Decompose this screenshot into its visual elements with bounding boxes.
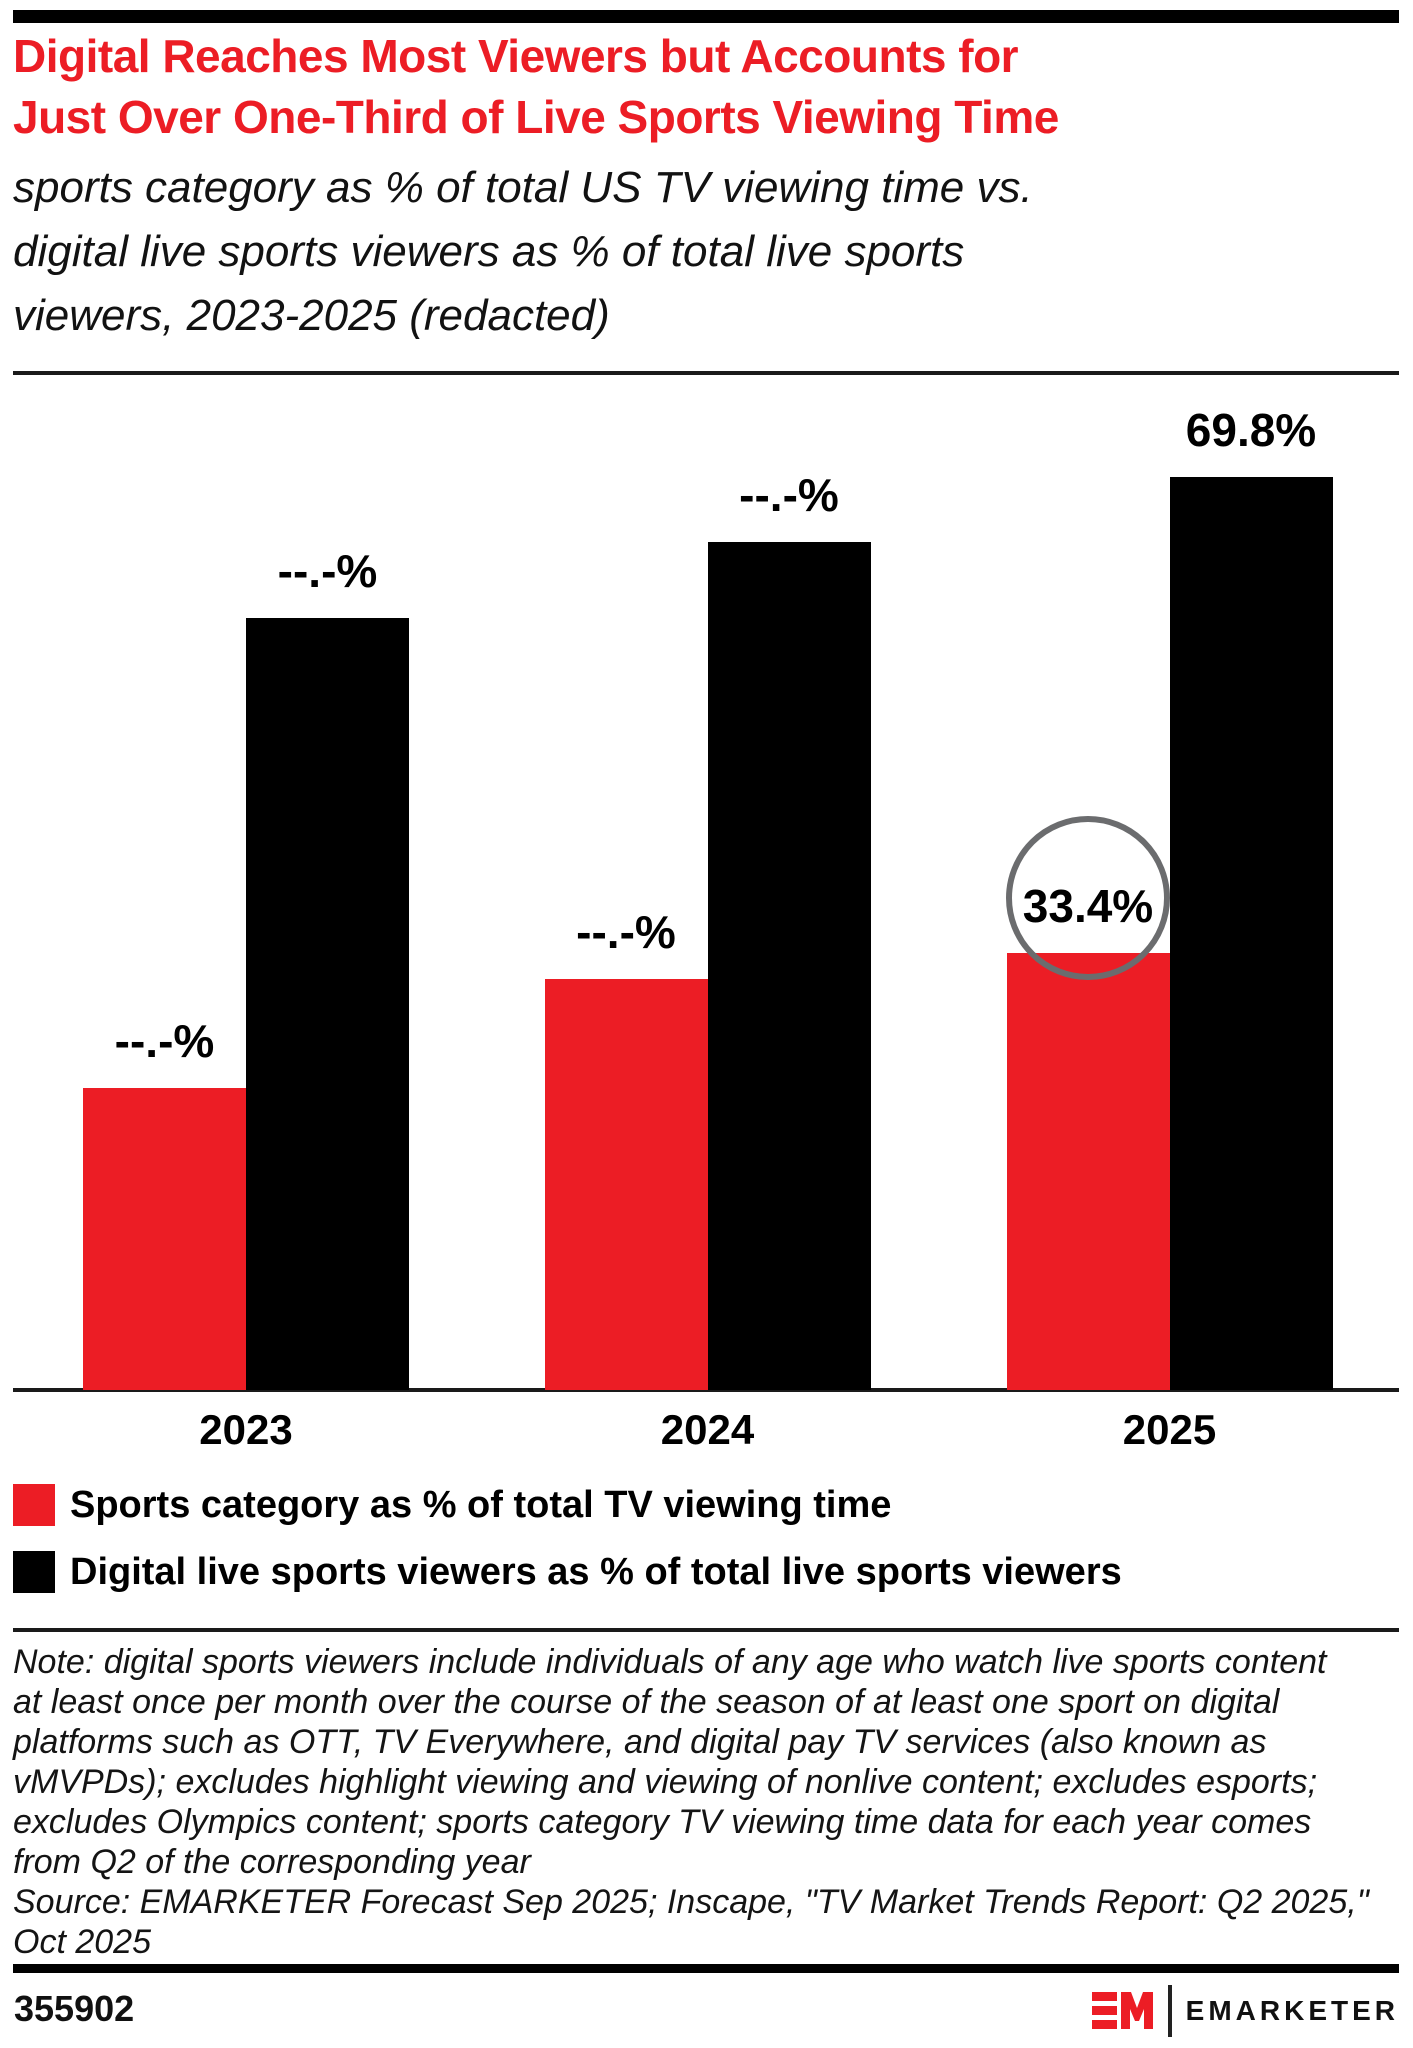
bar-value-label: --.-% bbox=[576, 906, 676, 958]
top-divider-bar bbox=[13, 10, 1399, 23]
text-line: Just Over One-Third of Live Sports Viewi… bbox=[13, 91, 1059, 143]
bar-value-label: --.-% bbox=[739, 469, 839, 521]
text-line: Oct 2025 bbox=[13, 1923, 151, 1961]
bar-value-label: 69.8% bbox=[1185, 404, 1317, 456]
emarketer-logo: EMARKETER bbox=[1091, 1982, 1399, 2040]
source-text: Source: EMARKETER Forecast Sep 2025; Ins… bbox=[13, 1882, 1409, 1962]
text-line: Digital Reaches Most Viewers but Account… bbox=[13, 30, 1019, 82]
note-divider-line bbox=[13, 1628, 1399, 1632]
bar-value-label: --.-% bbox=[277, 545, 378, 597]
text-line: sports category as % of total US TV view… bbox=[13, 163, 1033, 212]
text-line: Note: digital sports viewers include ind… bbox=[13, 1643, 1327, 1681]
text-line: from Q2 of the corresponding year bbox=[13, 1843, 531, 1881]
bar-2024-digital-viewers bbox=[707, 542, 871, 1390]
bar-2023-sports-category bbox=[83, 1088, 246, 1390]
text-line: excludes Olympics content; sports catego… bbox=[13, 1803, 1312, 1841]
emarketer-logo-icon bbox=[1091, 1992, 1153, 2029]
legend-item-digital-viewers: Digital live sports viewers as % of tota… bbox=[13, 1549, 1122, 1595]
bar-value-label: --.-% bbox=[114, 1015, 215, 1067]
legend-swatch-black-icon bbox=[13, 1551, 55, 1593]
logo-wordmark: EMARKETER bbox=[1185, 1995, 1399, 2026]
header-divider-line bbox=[13, 371, 1399, 375]
page-subtitle: sports category as % of total US TV view… bbox=[13, 156, 1405, 348]
legend-label: Sports category as % of total TV viewing… bbox=[70, 1483, 892, 1526]
x-axis-label-2025: 2025 bbox=[1122, 1406, 1217, 1453]
note-text: Note: digital sports viewers include ind… bbox=[13, 1642, 1409, 1882]
highlight-circle-annotation bbox=[1006, 816, 1170, 980]
legend-swatch-red-icon bbox=[13, 1484, 55, 1526]
text-line: digital live sports viewers as % of tota… bbox=[13, 227, 965, 276]
text-line: vMVPDs); excludes highlight viewing and … bbox=[13, 1763, 1318, 1801]
legend-item-sports-category: Sports category as % of total TV viewing… bbox=[13, 1482, 891, 1528]
x-axis-line bbox=[13, 1388, 1399, 1392]
logo-divider-line bbox=[1167, 1985, 1172, 2037]
text-line: platforms such as OTT, TV Everywhere, an… bbox=[13, 1723, 1267, 1761]
bar-2024-sports-category bbox=[544, 979, 708, 1390]
text-line: at least once per month over the course … bbox=[13, 1683, 1280, 1721]
chart-id-number: 355902 bbox=[14, 1988, 135, 2029]
footer-divider-bar bbox=[13, 1964, 1399, 1973]
x-axis-label-2024: 2024 bbox=[660, 1406, 755, 1453]
bar-2025-digital-viewers bbox=[1169, 477, 1333, 1390]
text-line: Source: EMARKETER Forecast Sep 2025; Ins… bbox=[13, 1883, 1369, 1921]
bar-2025-sports-category bbox=[1006, 953, 1170, 1390]
legend-label: Digital live sports viewers as % of tota… bbox=[70, 1550, 1122, 1593]
x-axis-label-2023: 2023 bbox=[199, 1406, 293, 1453]
plot-area: --.-% --.-% 2023 --.-% --.-% 2024 33.4% 69.8% 20… bbox=[0, 377, 1413, 1453]
bar-2023-digital-viewers bbox=[246, 618, 409, 1390]
text-line: viewers, 2023-2025 (redacted) bbox=[13, 291, 610, 340]
page-title: Digital Reaches Most Viewers but Account… bbox=[13, 26, 1405, 148]
